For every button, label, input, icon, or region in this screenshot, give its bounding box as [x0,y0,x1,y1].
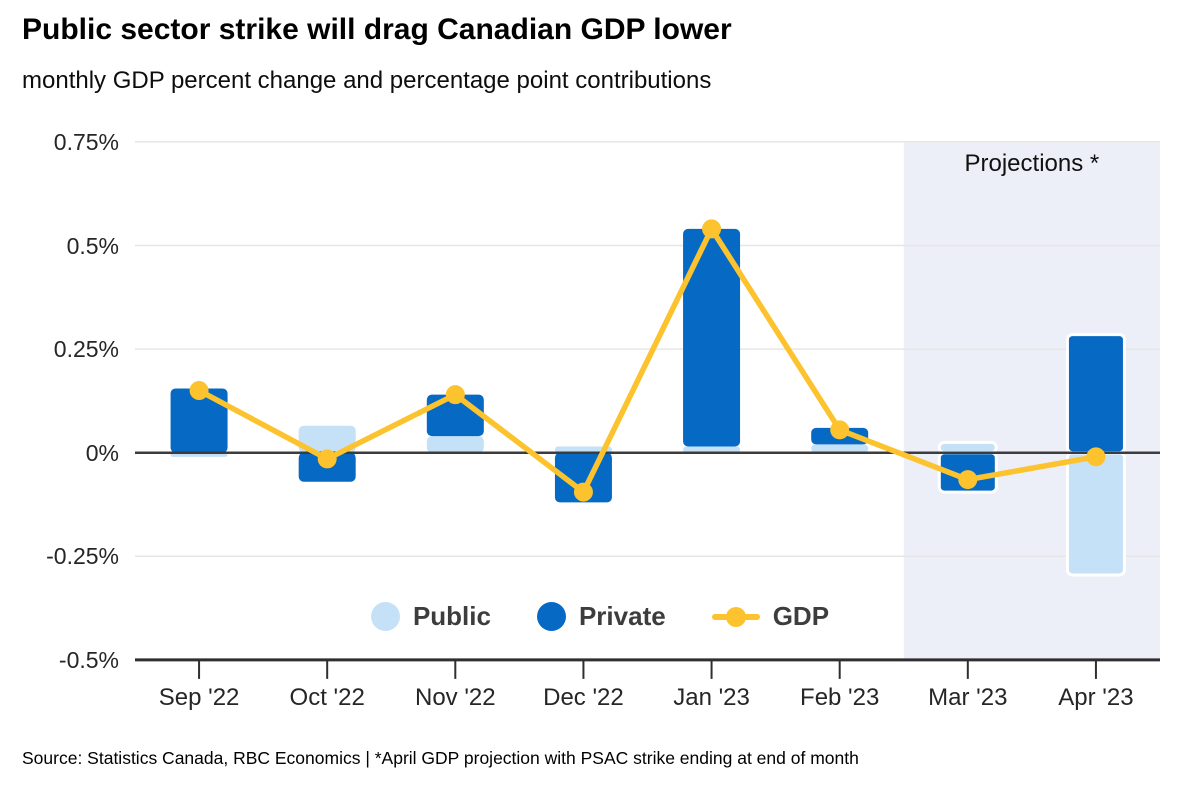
gdp-line-swatch-icon [711,602,760,632]
legend-label-public: Public [412,601,491,631]
page-subtitle: monthly GDP percent change and percentag… [22,67,712,94]
bar-public [683,446,741,453]
x-axis-label: Nov '22 [415,684,496,711]
y-axis-label: -0.25% [46,543,119,570]
gdp-point [958,470,978,490]
bar-public [811,444,869,453]
private-swatch-icon [536,602,566,631]
x-axis-label: Mar '23 [928,684,1008,711]
gdp-point [573,482,593,502]
chart-legend: Public Private GDP [0,601,1200,632]
gdp-point [317,449,337,469]
y-axis-label: 0% [85,439,119,466]
gdp-line [196,226,1099,495]
y-axis-label: -0.5% [58,646,119,673]
gdp-point [1086,447,1106,467]
legend-item-gdp: GDP [711,601,830,632]
y-axis-label: 0.5% [66,232,119,259]
x-axis-label: Apr '23 [1058,684,1134,711]
bar-public [1065,451,1126,577]
x-axis-label: Oct '22 [289,684,365,711]
x-axis-label: Jan '23 [673,684,750,711]
legend-item-private: Private [536,601,666,632]
gdp-point [702,219,722,239]
legend-item-public: Public [370,601,491,632]
bar-private [683,228,741,447]
bar-private [170,388,228,453]
bar-public [554,446,612,453]
legend-label-private: Private [578,601,666,631]
gdp-point [445,385,465,405]
legend-label-gdp: GDP [772,601,830,631]
gdp-point [189,381,209,401]
bar-public [937,440,998,455]
x-axis-label: Dec '22 [543,684,624,711]
bar-private [1065,333,1126,455]
public-swatch-icon [370,602,400,631]
x-axis-label: Feb '23 [800,684,880,711]
bar-public [298,425,356,453]
y-axis-label: 0.25% [53,336,119,363]
projections-label: Projections * [964,150,1100,177]
x-axis-label: Sep '22 [158,684,240,711]
bar-public [426,436,484,453]
page-title: Public sector strike will drag Canadian … [22,13,732,46]
y-axis-label: 0.75% [53,128,119,155]
source-note: Source: Statistics Canada, RBC Economics… [22,748,859,768]
gdp-point [830,420,850,440]
